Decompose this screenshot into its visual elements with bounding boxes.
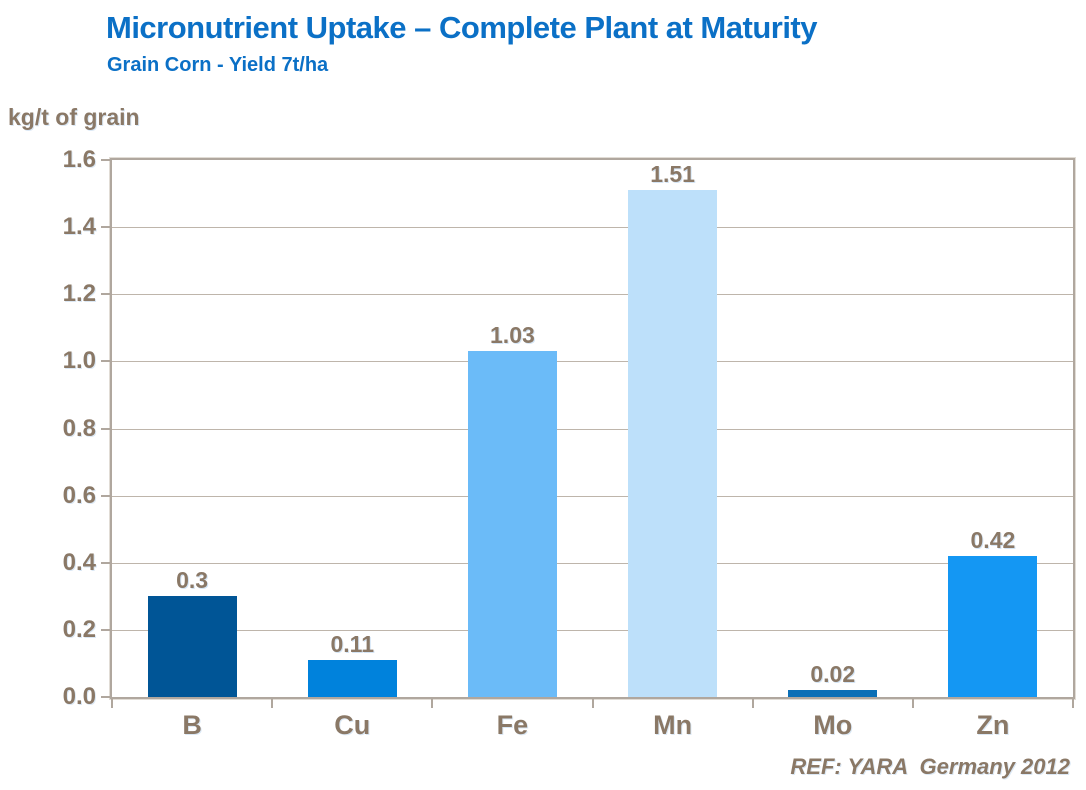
bar-Mo [788, 690, 878, 697]
gridline [112, 428, 1073, 430]
category-label-B: B [182, 710, 202, 740]
bar-Zn [948, 556, 1038, 697]
y-axis-tick [101, 360, 111, 363]
y-axis-tick [101, 427, 111, 430]
chart-title: Micronutrient Uptake – Complete Plant at… [106, 10, 818, 45]
y-axis-unit-label: kg/t of grain [8, 104, 140, 130]
y-axis-tick [101, 226, 111, 229]
gridline [112, 495, 1073, 497]
x-axis-tick [911, 699, 914, 708]
gridline [112, 361, 1073, 363]
y-axis-tick [101, 159, 111, 161]
x-axis-tick [431, 699, 434, 708]
x-axis-tick [591, 699, 594, 708]
y-tick-label: 1.4 [62, 213, 96, 241]
bar-value-label: 0.02 [810, 661, 856, 688]
y-axis-tick [101, 293, 111, 296]
x-axis-tick [271, 699, 274, 708]
chart-subtitle: Grain Corn - Yield 7t/ha [107, 54, 329, 76]
gridline [112, 562, 1073, 564]
y-tick-label: 0.0 [62, 683, 96, 710]
category-label-Zn: Zn [976, 710, 1010, 740]
x-axis-tick [1072, 699, 1074, 708]
y-axis-tick [101, 561, 111, 564]
plot-area: 0.3 0.11 1.03 1.51 0.02 0.42 [110, 158, 1075, 699]
reference-text: REF: YARA Germany 2012 [790, 754, 1070, 779]
y-tick-label: 0.8 [62, 414, 96, 442]
y-tick-label: 1.0 [62, 347, 96, 375]
y-axis-tick [101, 494, 111, 497]
x-axis-tick [751, 699, 754, 708]
bar-Mn [628, 190, 718, 697]
bar-value-label: 0.11 [330, 631, 374, 658]
gridline [112, 629, 1073, 631]
y-tick-label: 0.4 [62, 548, 96, 576]
y-tick-label: 0.6 [62, 481, 96, 509]
bar-value-label: 1.03 [490, 322, 535, 349]
bar-value-label: 1.51 [650, 161, 695, 188]
bar-value-label: 0.3 [176, 567, 209, 594]
y-tick-label: 1.2 [62, 280, 96, 308]
category-label-Mo: Mo [813, 710, 853, 740]
category-label-Mn: Mn [653, 710, 693, 740]
y-tick-label: 1.6 [62, 146, 96, 173]
y-axis-tick [101, 696, 111, 698]
y-axis-tick [101, 628, 111, 631]
bar-value-label: 0.42 [970, 527, 1016, 554]
gridline [112, 294, 1073, 296]
bar-B [147, 596, 237, 697]
gridline [112, 227, 1073, 229]
x-axis-tick [111, 699, 113, 708]
bar-Cu [307, 660, 397, 697]
category-label-Fe: Fe [496, 710, 529, 740]
category-label-Cu: Cu [334, 710, 371, 740]
plot-inner: 0.3 0.11 1.03 1.51 0.02 0.42 [112, 160, 1073, 697]
bar-Fe [467, 351, 557, 697]
y-tick-label: 0.2 [62, 615, 96, 643]
